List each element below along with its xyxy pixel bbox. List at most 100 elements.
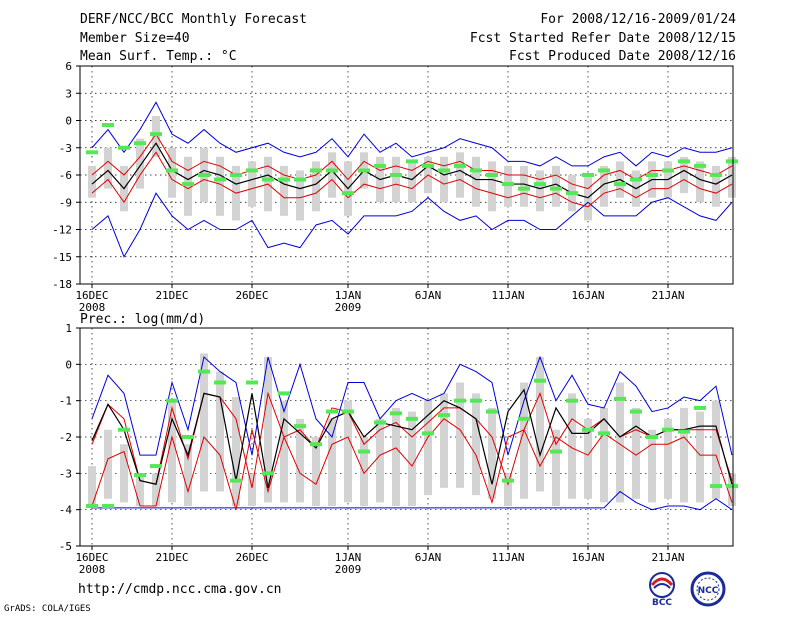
ensemble-box xyxy=(424,400,432,496)
bcc-emblem-icon: BCC xyxy=(649,572,675,608)
observed-marker xyxy=(358,449,370,454)
observed-marker xyxy=(230,478,242,483)
y-tick-label: -9 xyxy=(59,196,72,209)
ensemble-box xyxy=(600,165,608,207)
y-tick-label: -3 xyxy=(59,142,72,155)
source-url[interactable]: http://cmdp.ncc.cma.gov.cn xyxy=(78,582,282,597)
ensemble-max-line xyxy=(91,355,733,456)
ensemble-box xyxy=(472,393,480,496)
observed-marker xyxy=(166,168,178,173)
y-tick-label: -3 xyxy=(59,467,72,480)
observed-marker xyxy=(598,431,610,436)
observed-marker xyxy=(406,416,418,421)
observed-marker xyxy=(550,186,562,191)
plot-frame xyxy=(79,327,734,547)
observed-marker xyxy=(166,398,178,403)
x-tick-label: 21DEC xyxy=(155,551,188,564)
ensemble-box xyxy=(440,156,448,203)
ensemble-box xyxy=(696,161,704,203)
ensemble-box xyxy=(184,444,192,507)
x-tick-year-label: 2008 xyxy=(79,563,106,576)
observed-marker xyxy=(694,405,706,410)
observed-marker xyxy=(198,369,210,374)
observed-marker xyxy=(630,409,642,414)
y-tick-label: -1 xyxy=(59,395,72,408)
ensemble-box xyxy=(568,393,576,499)
ensemble-box xyxy=(88,165,96,198)
observed-marker xyxy=(294,424,306,429)
ensemble-box xyxy=(152,473,160,507)
observed-marker xyxy=(310,168,322,173)
x-tick-label: 16JAN xyxy=(571,289,604,302)
ensemble-box xyxy=(328,418,336,507)
ensemble-box xyxy=(616,382,624,503)
ensemble-box xyxy=(488,407,496,499)
x-tick-label: 6JAN xyxy=(415,551,442,564)
ensemble-box xyxy=(680,407,688,503)
observed-marker xyxy=(102,123,114,128)
plot-frame xyxy=(79,65,734,285)
observed-marker xyxy=(486,409,498,414)
y-tick-label: 0 xyxy=(65,115,72,128)
ensemble-box xyxy=(488,161,496,212)
x-tick-label: 1JAN xyxy=(335,551,362,564)
y-tick-label: -6 xyxy=(59,169,72,182)
ensemble-box xyxy=(312,437,320,507)
observed-marker xyxy=(390,173,402,177)
ensemble-box xyxy=(216,156,224,216)
ensemble-box xyxy=(216,371,224,492)
observed-marker xyxy=(694,163,706,168)
y-tick-label: 0 xyxy=(65,358,72,371)
ncc-emblem-icon: NCC xyxy=(690,571,726,607)
lower-quantile-line xyxy=(91,418,733,510)
observed-marker xyxy=(534,182,546,187)
y-tick-label: -15 xyxy=(52,251,72,264)
observed-marker xyxy=(438,168,450,173)
ensemble-box xyxy=(504,473,512,507)
ensemble-box xyxy=(88,466,96,507)
upper-quantile-line xyxy=(91,133,733,190)
ensemble-box xyxy=(600,407,608,503)
ensemble-box xyxy=(232,397,240,507)
ensemble-box xyxy=(312,161,320,212)
observed-marker xyxy=(726,159,738,164)
ensemble-box xyxy=(264,357,272,503)
x-tick-label: 16JAN xyxy=(571,551,604,564)
ensemble-mean-line xyxy=(91,388,733,489)
observed-marker xyxy=(662,168,674,173)
observed-marker xyxy=(566,191,578,196)
ensemble-box xyxy=(456,152,464,198)
observed-marker xyxy=(454,163,466,168)
observed-marker xyxy=(406,159,418,164)
observed-marker xyxy=(230,173,242,177)
observed-marker xyxy=(470,168,482,173)
y-tick-label: -12 xyxy=(52,224,72,237)
observed-marker xyxy=(198,173,210,177)
x-tick-year-label: 2009 xyxy=(335,301,362,314)
y-tick-label: 1 xyxy=(65,322,72,335)
bcc-logo: BCC xyxy=(640,570,684,608)
observed-marker xyxy=(294,177,306,182)
ensemble-box xyxy=(136,473,144,507)
observed-marker xyxy=(614,182,626,187)
observed-marker xyxy=(86,504,98,509)
ensemble-box xyxy=(520,382,528,499)
ensemble-box xyxy=(376,418,384,503)
observed-marker xyxy=(486,173,498,177)
observed-marker xyxy=(262,177,274,182)
x-tick-label: 21JAN xyxy=(651,289,684,302)
ensemble-box xyxy=(680,156,688,194)
ensemble-box xyxy=(328,152,336,198)
ensemble-box xyxy=(168,400,176,503)
observed-marker xyxy=(438,413,450,418)
ensemble-box xyxy=(408,161,416,203)
x-tick-label: 11JAN xyxy=(491,289,524,302)
observed-marker xyxy=(134,473,146,478)
ensemble-box xyxy=(248,161,256,207)
y-tick-label: -2 xyxy=(59,431,72,444)
x-tick-label: 26DEC xyxy=(235,551,268,564)
observed-marker xyxy=(678,429,690,434)
ensemble-box xyxy=(504,165,512,207)
